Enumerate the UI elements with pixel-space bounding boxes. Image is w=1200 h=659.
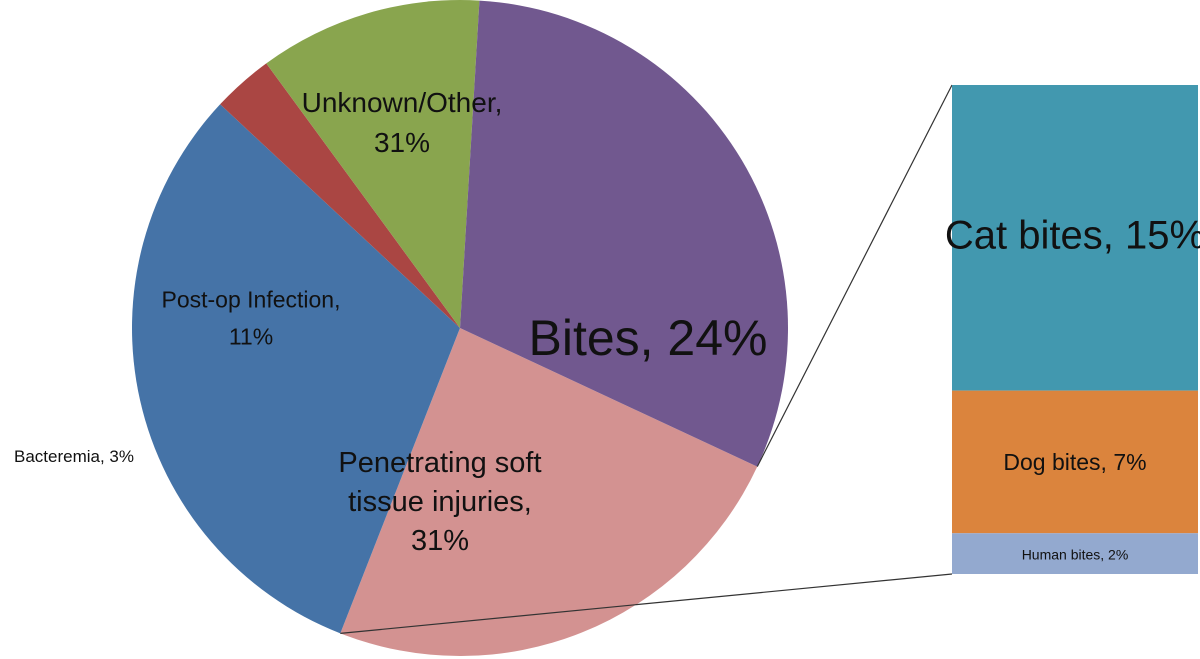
- connector-lines: [340, 84, 953, 634]
- pie-slice-bacteremia: [220, 63, 460, 328]
- pie: [131, 0, 789, 657]
- pie-slice-penetrating-soft-tissue-injuries: [131, 104, 461, 634]
- bar-segment-human-bites: [952, 533, 1198, 574]
- pie-slice-bites: [340, 328, 758, 657]
- connector-line-top: [756, 84, 953, 467]
- slice-label-bacteremia: Bacteremia, 3%: [14, 447, 134, 466]
- slice-label-bites: Bites, 24%: [528, 310, 767, 366]
- connector-line-bottom: [340, 573, 953, 634]
- bar-label-human-bites: Human bites, 2%: [1022, 546, 1129, 562]
- bar-segment-cat-bites: [952, 85, 1198, 391]
- slice-label-unknown-other: Unknown/Other, 31%: [302, 87, 503, 158]
- bar-label-cat-bites: Cat bites, 15%: [945, 213, 1200, 257]
- slice-label-post-op-infection: Post-op Infection, 11%: [162, 287, 341, 350]
- bar-label-dog-bites: Dog bites, 7%: [1003, 449, 1146, 475]
- slice-label-penetrating-soft-tissue-injuries: Penetrating soft tissue injuries, 31%: [338, 447, 541, 557]
- bar-segment-dog-bites: [952, 390, 1198, 534]
- data-labels: Bites, 24% Penetrating soft tissue injurie…: [14, 87, 1200, 562]
- pie-slice-unknown-other: [460, 0, 789, 467]
- pie-slice-post-op-infection: [266, 0, 480, 329]
- breakdown-bar: [952, 85, 1198, 574]
